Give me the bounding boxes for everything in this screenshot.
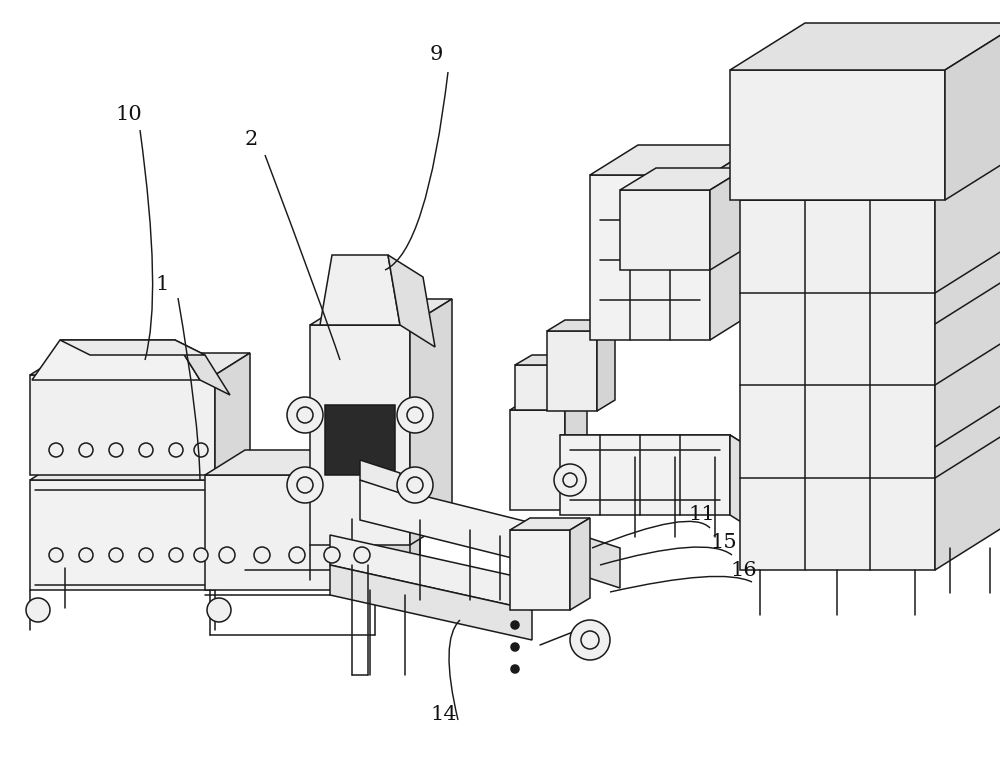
Circle shape <box>554 464 586 496</box>
Circle shape <box>109 443 123 457</box>
Polygon shape <box>510 530 570 610</box>
Polygon shape <box>175 340 230 395</box>
Polygon shape <box>60 340 205 355</box>
Circle shape <box>354 547 370 563</box>
Polygon shape <box>590 145 758 175</box>
Polygon shape <box>515 365 560 410</box>
Circle shape <box>287 397 323 433</box>
Circle shape <box>219 547 235 563</box>
Polygon shape <box>730 23 1000 70</box>
Circle shape <box>397 397 433 433</box>
Circle shape <box>49 548 63 562</box>
Polygon shape <box>205 475 380 590</box>
Polygon shape <box>360 480 580 575</box>
Circle shape <box>79 548 93 562</box>
Polygon shape <box>30 480 215 590</box>
Polygon shape <box>205 450 420 475</box>
Circle shape <box>79 443 93 457</box>
Circle shape <box>139 548 153 562</box>
Text: 1: 1 <box>155 275 168 294</box>
Polygon shape <box>547 320 615 331</box>
Polygon shape <box>515 355 577 365</box>
Polygon shape <box>560 435 765 457</box>
Polygon shape <box>360 460 400 493</box>
Circle shape <box>511 643 519 651</box>
Polygon shape <box>30 375 215 475</box>
Circle shape <box>207 598 231 622</box>
Polygon shape <box>547 331 597 411</box>
Polygon shape <box>945 23 1000 200</box>
Polygon shape <box>330 535 532 610</box>
Circle shape <box>511 665 519 673</box>
Polygon shape <box>310 325 410 545</box>
Polygon shape <box>565 396 587 510</box>
Text: 11: 11 <box>688 505 715 524</box>
Text: 2: 2 <box>245 130 258 149</box>
Circle shape <box>194 548 208 562</box>
Polygon shape <box>935 156 1000 570</box>
Circle shape <box>289 547 305 563</box>
Circle shape <box>26 598 50 622</box>
Polygon shape <box>320 255 400 325</box>
Circle shape <box>169 548 183 562</box>
Polygon shape <box>510 410 565 510</box>
Polygon shape <box>310 299 452 325</box>
Polygon shape <box>510 396 587 410</box>
Polygon shape <box>30 458 250 480</box>
Text: 9: 9 <box>430 45 443 64</box>
Polygon shape <box>560 355 577 410</box>
Polygon shape <box>730 435 765 537</box>
Circle shape <box>324 547 340 563</box>
Circle shape <box>254 547 270 563</box>
Polygon shape <box>740 200 935 570</box>
Text: 15: 15 <box>710 533 737 552</box>
Polygon shape <box>388 255 435 347</box>
Circle shape <box>194 443 208 457</box>
Polygon shape <box>740 156 1000 200</box>
Polygon shape <box>215 353 250 475</box>
Polygon shape <box>620 190 710 270</box>
Polygon shape <box>710 168 746 270</box>
Circle shape <box>169 443 183 457</box>
Polygon shape <box>597 320 615 411</box>
Text: 16: 16 <box>730 561 757 580</box>
Circle shape <box>139 443 153 457</box>
Text: 14: 14 <box>430 705 457 724</box>
Polygon shape <box>32 340 200 380</box>
Circle shape <box>397 467 433 503</box>
Polygon shape <box>620 168 746 190</box>
Polygon shape <box>590 175 710 340</box>
Polygon shape <box>510 518 590 530</box>
Circle shape <box>109 548 123 562</box>
Circle shape <box>287 467 323 503</box>
Polygon shape <box>30 353 250 375</box>
Polygon shape <box>710 145 758 340</box>
Polygon shape <box>215 458 250 590</box>
Polygon shape <box>570 518 590 610</box>
Polygon shape <box>560 435 730 515</box>
Polygon shape <box>330 565 532 640</box>
Circle shape <box>511 621 519 629</box>
Polygon shape <box>410 299 452 545</box>
Circle shape <box>570 620 610 660</box>
Polygon shape <box>730 70 945 200</box>
Text: 10: 10 <box>115 105 142 124</box>
Circle shape <box>49 443 63 457</box>
Polygon shape <box>325 405 395 475</box>
Polygon shape <box>580 535 620 588</box>
Polygon shape <box>380 450 420 590</box>
